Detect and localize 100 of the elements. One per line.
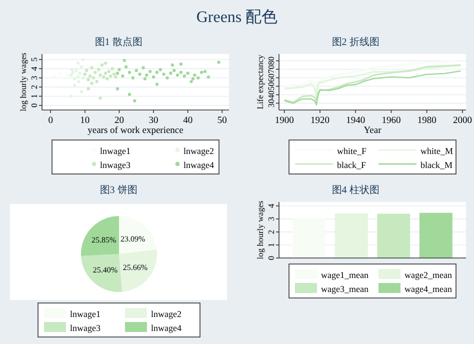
legend-label: white_F: [337, 146, 367, 156]
point: [110, 67, 114, 70]
point: [95, 80, 98, 84]
y-tick-label: 2: [29, 84, 39, 90]
x-tick-label: 10: [80, 116, 90, 126]
legend-label: lnwage2: [184, 146, 214, 156]
point: [158, 68, 162, 72]
point: [124, 65, 128, 68]
point: [142, 66, 145, 70]
point: [102, 75, 106, 79]
x-tick-label: 1920: [310, 116, 330, 126]
x-tick-label: 1940: [346, 116, 366, 126]
chart-title: 图3 饼图: [100, 184, 138, 196]
x-tick-label: 40: [183, 116, 193, 126]
x-tick-label: 1980: [417, 116, 437, 126]
legend-label: black_M: [420, 160, 452, 170]
point: [118, 68, 121, 72]
y-axis-title: log hourly wages: [18, 52, 28, 112]
point: [86, 78, 90, 82]
text: Greens 配色: [196, 9, 278, 26]
x-axis-title: years of work experience: [88, 126, 184, 136]
point: [116, 72, 120, 75]
legend-label: lnwage3: [100, 160, 131, 170]
pie-slice: [81, 254, 122, 292]
point: [116, 87, 120, 90]
legend-label: wage4_mean: [404, 284, 452, 294]
legend-label: lnwage4: [184, 160, 214, 170]
legend-label: wage1_mean: [321, 270, 369, 280]
point: [166, 76, 169, 80]
point: [143, 77, 147, 80]
point: [97, 68, 100, 72]
point: [134, 68, 138, 72]
point: [152, 75, 156, 79]
point: [217, 60, 220, 64]
chart-title: 图4 柱状图: [332, 184, 380, 196]
point: [98, 74, 102, 77]
point: [107, 70, 111, 74]
legend-label: lnwage2: [151, 309, 182, 319]
point: [98, 96, 102, 100]
y-tick-label: 1: [29, 94, 39, 98]
y-axis-title: log hourly wages: [255, 200, 265, 260]
point: [94, 70, 97, 74]
point: [176, 74, 180, 77]
point: [200, 70, 204, 74]
point: [206, 75, 210, 79]
y-tick-label: 3: [266, 216, 276, 222]
y-tick-label: 4: [266, 203, 276, 208]
point: [82, 76, 85, 80]
line-series: [283, 60, 462, 92]
point: [128, 70, 132, 74]
y-tick-label: 0: [266, 256, 276, 260]
point: [122, 58, 126, 62]
legend-label: wage3_mean: [321, 284, 369, 294]
x-tick-label: 30: [148, 116, 159, 126]
point: [196, 76, 200, 80]
chart-title: 图1 散点图: [94, 36, 142, 48]
point: [186, 72, 190, 75]
pie-slice: [119, 216, 157, 254]
point: [106, 77, 109, 80]
data-label: 23.09%: [120, 234, 146, 244]
x-tick-label: 50: [217, 116, 228, 126]
y-tick-label: 60: [266, 74, 276, 82]
y-tick-label: 50: [266, 82, 276, 90]
y-tick-label: 0: [29, 103, 39, 108]
y-tick-label: 5: [29, 57, 39, 62]
point: [100, 63, 104, 67]
point: [191, 77, 195, 80]
line-series: [284, 70, 462, 106]
y-tick-label: 4: [29, 66, 39, 71]
point: [179, 70, 183, 74]
point: [182, 74, 186, 78]
x-tick-label: 20: [114, 116, 124, 126]
data-label: 25.66%: [122, 263, 148, 272]
legend-label: wage2_mean: [404, 270, 452, 280]
pie-slice: [119, 249, 157, 292]
point: [121, 74, 124, 78]
legend-label: lnwage4: [151, 323, 182, 333]
y-tick-label: 40: [266, 90, 276, 99]
point: [109, 74, 112, 78]
data-label: 25.40%: [92, 266, 118, 275]
point: [133, 99, 136, 102]
x-axis-title: Year: [364, 126, 382, 136]
point: [172, 68, 176, 72]
point: [145, 74, 148, 77]
pie-slice: [81, 216, 119, 256]
point: [104, 62, 108, 65]
point: [88, 74, 92, 78]
point: [155, 82, 159, 86]
legend-label: lnwage1: [100, 146, 130, 156]
point: [170, 63, 174, 67]
chart-title: 图2 折线图: [332, 36, 380, 48]
point: [138, 72, 142, 76]
point: [83, 72, 86, 76]
x-tick-label: 0: [48, 116, 54, 126]
point: [112, 72, 116, 76]
y-tick-label: 2: [266, 230, 276, 234]
x-tick-label: 1960: [382, 116, 401, 126]
y-tick-label: 80: [266, 56, 276, 66]
point: [179, 62, 183, 66]
legend-label: white_M: [420, 146, 453, 156]
